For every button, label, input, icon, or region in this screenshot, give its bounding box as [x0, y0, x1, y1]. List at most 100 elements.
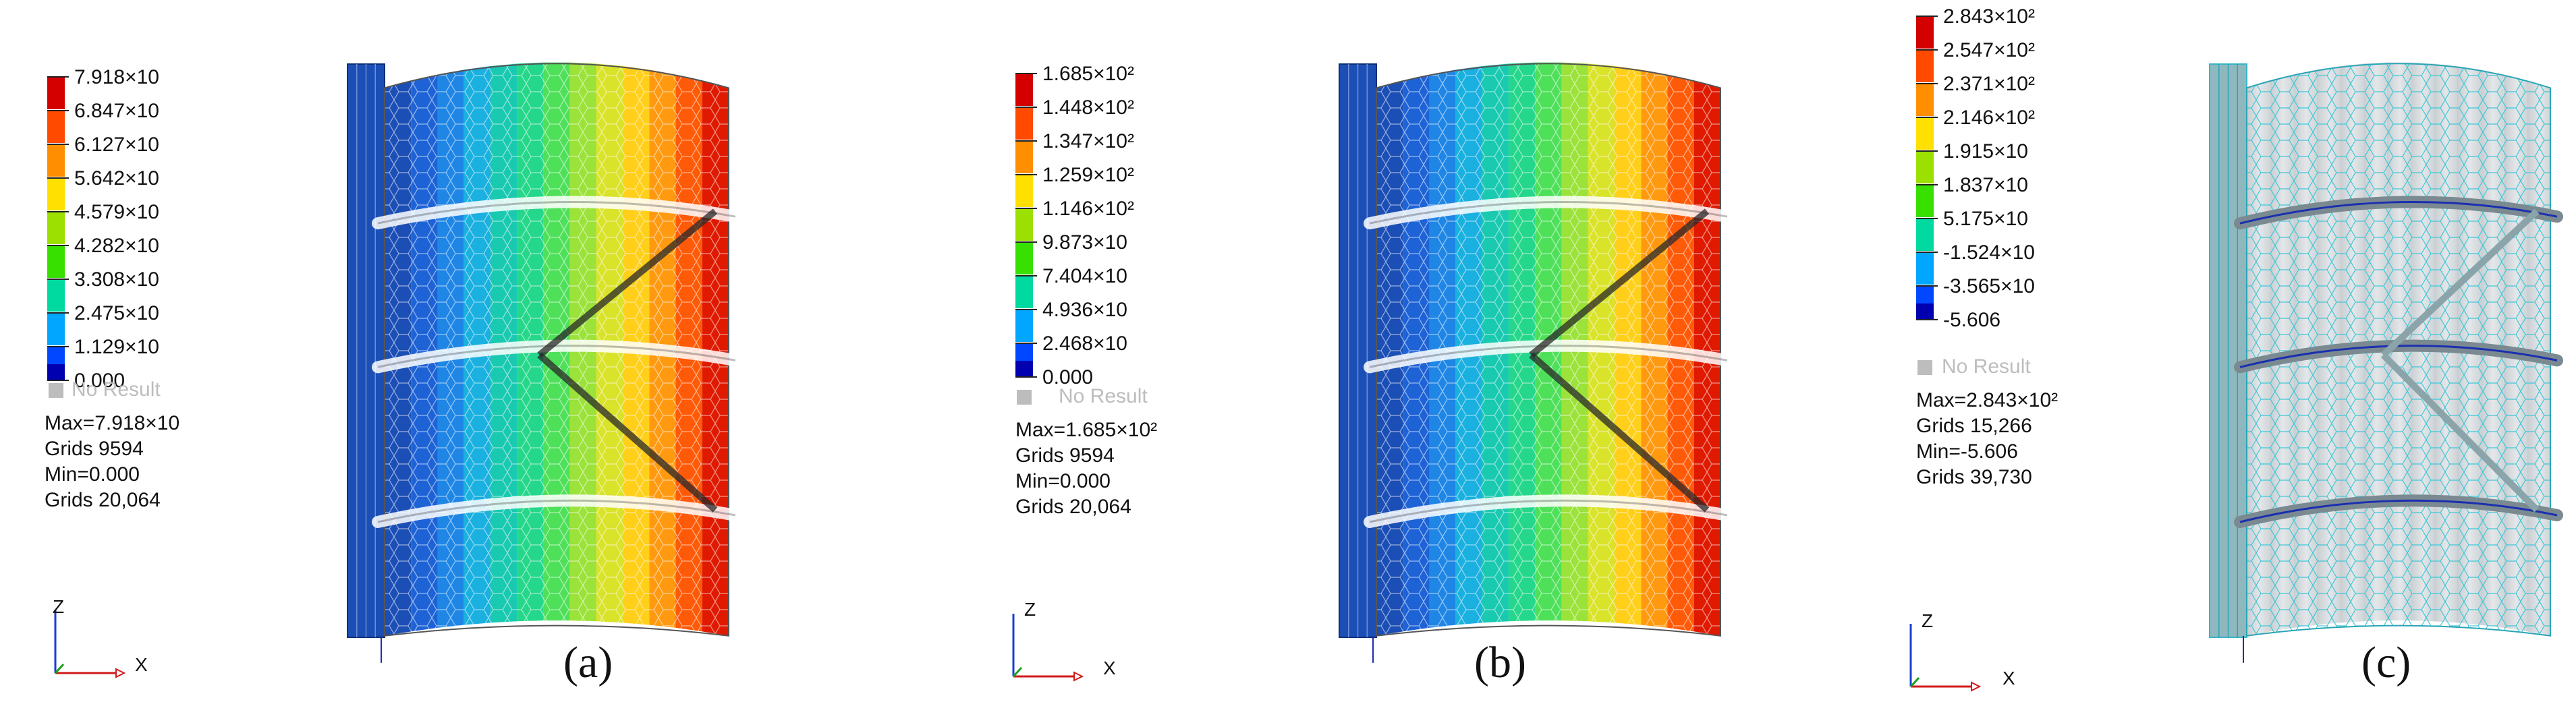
diagonal-stiffener-upper	[2381, 208, 2540, 358]
legend-label: -5.606	[1943, 309, 2001, 331]
legend-label: 1.347×10²	[1042, 130, 1134, 152]
stat-min-c: Min=-5.606	[1916, 440, 2018, 463]
legend-tick	[47, 110, 69, 111]
stat-grids-min-a: Grids 20,064	[45, 489, 161, 511]
stat-max-b: Max=1.685×10²	[1015, 419, 1158, 441]
stat-max-a: Max=7.918×10	[45, 412, 180, 434]
no-result-label-a: No Result	[72, 378, 161, 401]
legend-label: 2.371×10²	[1943, 73, 2035, 95]
legend-tick	[47, 177, 69, 179]
legend-tick	[1015, 174, 1037, 175]
legend-tick	[1015, 241, 1037, 243]
legend-tick	[47, 312, 69, 314]
legend-swatch	[47, 313, 65, 345]
legend-tick	[1015, 343, 1037, 344]
rib-edge	[2239, 345, 2558, 368]
legend-label: -3.565×10	[1943, 275, 2035, 297]
stat-grids-max-c: Grids 15,266	[1916, 415, 2032, 437]
legend-tick	[1916, 218, 1938, 219]
legend-swatch	[1015, 242, 1033, 274]
legend-label: 6.127×10	[74, 134, 159, 156]
legend-label: 4.282×10	[74, 235, 159, 257]
legend-label: 6.847×10	[74, 100, 159, 122]
axis-triad-a	[54, 610, 126, 678]
legend-tick	[47, 144, 69, 145]
legend-swatch	[47, 279, 65, 312]
legend-label: 1.146×10²	[1042, 198, 1134, 220]
legend-swatch	[1916, 185, 1934, 217]
stat-grids-max-b: Grids 9594	[1015, 444, 1115, 467]
axis-triad-b	[1012, 614, 1084, 682]
legend-tick	[1015, 309, 1037, 310]
legend-tick	[1015, 376, 1037, 378]
legend-swatch	[1015, 74, 1033, 106]
axis-x-label-b: X	[1103, 658, 1116, 678]
legend-tick	[47, 211, 69, 212]
legend-swatch	[1015, 208, 1033, 241]
legend-label: 2.475×10	[74, 302, 159, 324]
shell-outline	[1376, 63, 1721, 637]
shell-outline	[384, 63, 729, 637]
fem-model-b	[1339, 62, 1733, 663]
axis-triad-c	[1909, 624, 1982, 692]
legend-swatch	[1916, 151, 1934, 183]
legend-swatch	[47, 212, 65, 244]
legend-label: 7.404×10	[1042, 265, 1127, 287]
legend-label: 1.448×10²	[1042, 96, 1134, 119]
legend-tick	[1015, 73, 1037, 74]
legend-label: 5.175×10	[1943, 208, 2028, 230]
rib	[372, 494, 741, 528]
legend-label: 4.579×10	[74, 201, 159, 223]
rib-edge	[377, 200, 736, 225]
legend-tick	[1015, 208, 1037, 209]
legend-label: 0.000	[74, 370, 125, 392]
legend-swatch	[47, 111, 65, 143]
legend-label: 9.873×10	[1042, 231, 1127, 254]
legend-tick	[1916, 252, 1938, 253]
legend-tick	[47, 76, 69, 78]
rib-edge	[1369, 499, 1728, 523]
rib-edge	[1369, 200, 1728, 225]
legend-tick	[1015, 107, 1037, 108]
legend-label: 1.915×10	[1943, 140, 2028, 163]
legend-label: 2.146×10²	[1943, 107, 2035, 129]
axis-x-label-c: X	[2003, 668, 2015, 689]
legend-swatch	[1916, 84, 1934, 116]
rib	[372, 196, 741, 230]
legend-label: 1.259×10²	[1042, 164, 1134, 186]
stat-min-a: Min=0.000	[45, 463, 140, 486]
legend-swatch	[47, 364, 65, 380]
legend-tick	[1916, 83, 1938, 84]
stat-grids-min-b: Grids 20,064	[1015, 496, 1131, 518]
legend-swatch	[1916, 252, 1934, 285]
legend-swatch	[1015, 107, 1033, 140]
legend-swatch	[1015, 276, 1033, 308]
shell-outline	[2246, 63, 2551, 637]
legend-swatch	[1916, 303, 1934, 320]
legend-label: 5.642×10	[74, 167, 159, 190]
no-result-label-b: No Result	[1059, 385, 1148, 407]
diagonal-stiffener-lower	[537, 352, 718, 513]
rib-edge	[377, 345, 736, 368]
legend-tick	[1916, 117, 1938, 118]
diagonal-stiffener-lower	[2380, 352, 2540, 513]
rib	[372, 339, 741, 374]
legend-tick	[1916, 184, 1938, 185]
legend-label: 1.837×10	[1943, 174, 2028, 196]
legend-swatch	[1015, 361, 1033, 377]
legend-swatch	[1015, 310, 1033, 342]
legend-tick	[1916, 285, 1938, 287]
rib-edge	[1369, 345, 1728, 368]
diagonal-stiffener-lower	[1529, 352, 1710, 513]
axis-z-label-c: Z	[1922, 610, 1934, 631]
stat-min-b: Min=0.000	[1015, 470, 1111, 492]
diagonal-stiffener-upper	[1529, 208, 1710, 358]
diagonal-stiffener-upper	[537, 208, 718, 358]
panel-b: 1.685×10² 1.448×10² 1.347×10² 1.259×10² 1.14…	[857, 0, 1733, 727]
legend-label: 1.685×10²	[1042, 63, 1134, 85]
legend-tick	[1015, 140, 1037, 142]
color-legend-c: 2.843×10² 2.547×10² 2.371×10² 2.146×10² 1.91…	[1916, 7, 2159, 344]
stat-max-c: Max=2.843×10²	[1916, 389, 2059, 411]
legend-label: -1.524×10	[1943, 241, 2035, 264]
stat-grids-max-a: Grids 9594	[45, 438, 144, 460]
